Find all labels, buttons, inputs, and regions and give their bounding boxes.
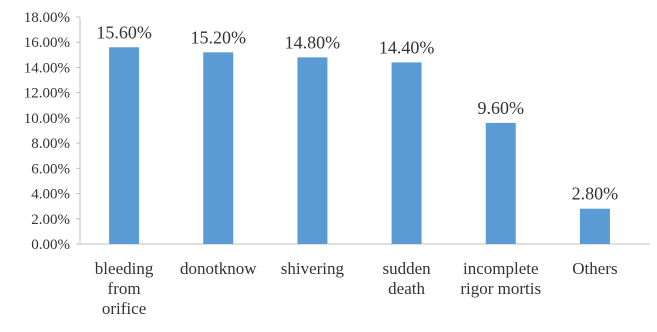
category-label: incomplete (463, 259, 539, 278)
category-label: donotknow (180, 259, 257, 278)
bar (579, 208, 610, 244)
data-label: 15.20% (191, 27, 247, 47)
y-tick-label: 10.00% (24, 111, 70, 127)
y-tick-label: 14.00% (24, 60, 70, 76)
bar (297, 57, 328, 244)
data-label: 14.80% (285, 32, 341, 52)
bar (109, 47, 140, 245)
y-tick-label: 0.00% (31, 237, 70, 253)
bar (485, 122, 516, 244)
category-label: death (388, 279, 425, 298)
y-tick-label: 6.00% (31, 161, 70, 177)
category-label: from (108, 279, 141, 298)
data-label: 9.60% (478, 98, 525, 118)
data-label: 2.80% (572, 184, 619, 204)
y-tick-label: 8.00% (31, 136, 70, 152)
category-label: orifice (102, 299, 146, 318)
y-tick-label: 16.00% (24, 35, 70, 51)
category-label: bleeding (95, 259, 154, 278)
y-tick-label: 12.00% (24, 86, 70, 102)
bar (203, 52, 234, 244)
data-label: 15.60% (96, 22, 152, 42)
y-tick-label: 4.00% (31, 187, 70, 203)
y-tick-label: 18.00% (24, 10, 70, 26)
data-label: 14.40% (379, 37, 435, 57)
category-label: shivering (281, 259, 345, 278)
category-label: sudden (382, 259, 431, 278)
y-tick-label: 2.00% (31, 212, 70, 228)
category-label: rigor mortis (460, 279, 541, 298)
bar (391, 62, 422, 245)
category-label: Others (572, 259, 617, 278)
